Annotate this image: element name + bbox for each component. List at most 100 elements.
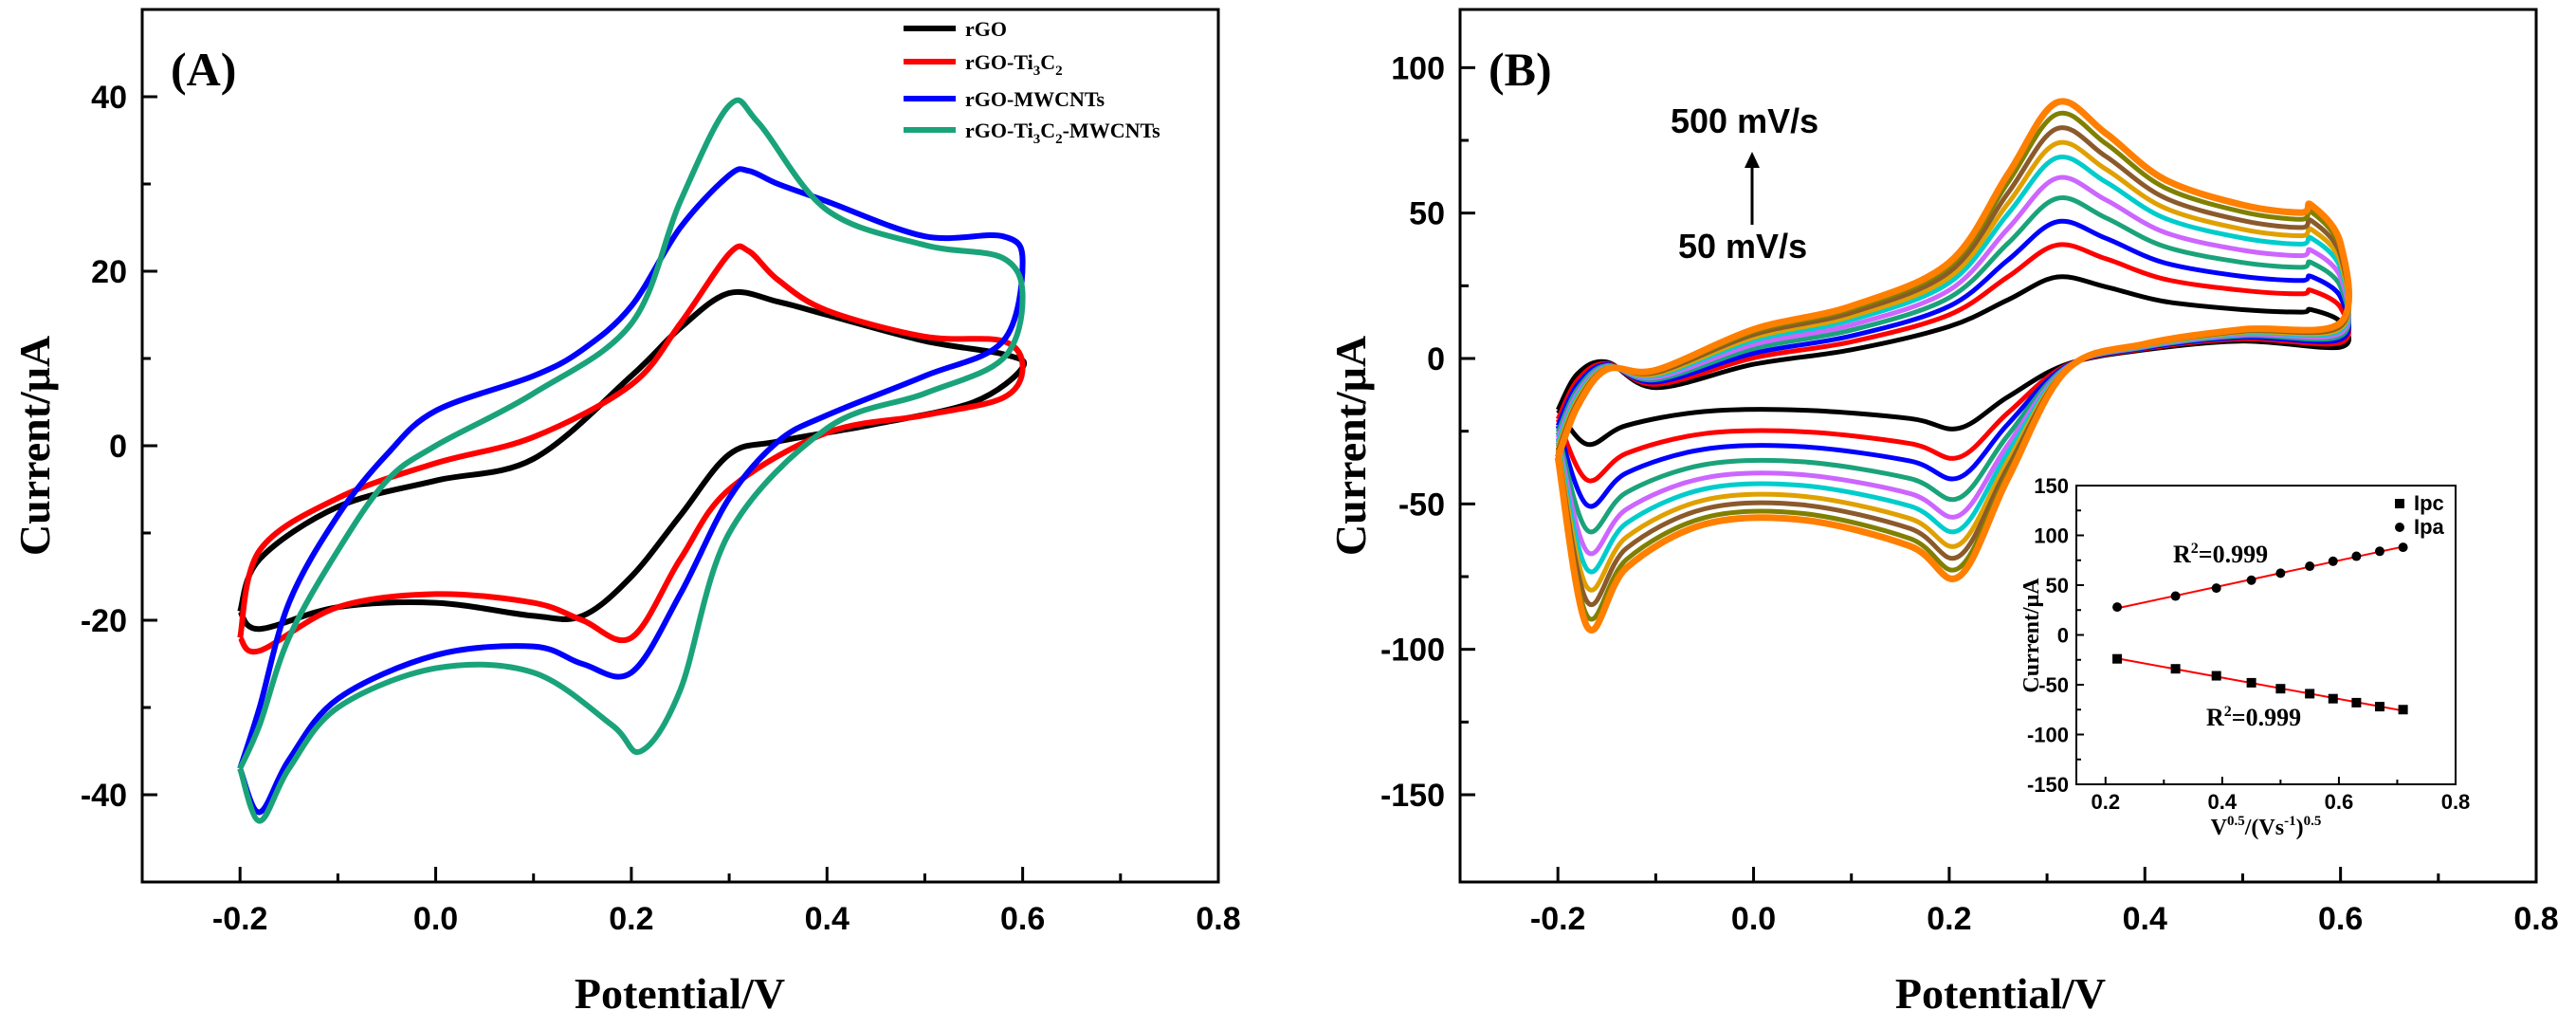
cv-curve-rgo-ti3c2-mwcnts — [237, 97, 1026, 824]
y-tick-label: -50 — [2038, 673, 2069, 697]
inset-point-ipc — [2305, 689, 2315, 699]
x-tick-label: 0.8 — [2513, 901, 2558, 937]
y-tick-label: 40 — [91, 80, 127, 116]
inset-point-ipc — [2170, 664, 2181, 674]
inset-frame — [2075, 485, 2457, 785]
x-tick-label: 0.2 — [609, 901, 653, 937]
inset-point-ipa — [2305, 561, 2315, 572]
y-tick-label: 50 — [2046, 574, 2069, 597]
x-tick-label: 0.8 — [1196, 901, 1240, 937]
x-tick-label: 0.0 — [1731, 901, 1776, 937]
legend-label-rgo-mwcnts: rGO-MWCNTs — [965, 87, 1105, 111]
x-tick-label: 0.2 — [1927, 901, 1971, 937]
x-tick-label: 0.6 — [2325, 790, 2354, 814]
y-tick-label: -50 — [1398, 487, 1445, 523]
cv-curve-200-mv-s — [1555, 195, 2351, 535]
legend-label-rgo: rGO — [965, 17, 1007, 41]
inset-point-ipc — [2112, 653, 2123, 664]
cv-curve-rgo-mwcnts — [237, 166, 1026, 816]
panel-a-legend: rGO rGO-Ti3C2 rGO-MWCNTs rGO-Ti3C2-MWCNT… — [904, 17, 1160, 147]
y-tick-label: 50 — [1409, 196, 1445, 232]
cv-curve-rgo — [237, 288, 1027, 633]
y-tick-label: 150 — [2034, 474, 2069, 498]
y-tick-label: 0 — [1427, 341, 1445, 377]
y-tick-label: 0 — [2057, 624, 2069, 648]
y-tick-label: 0 — [109, 429, 127, 465]
cv-curve-300-mv-s — [1555, 154, 2351, 575]
legend-label-rgo-ti3c2-mwcnts: rGO-Ti3C2-MWCNTs — [965, 119, 1160, 147]
inset-point-ipa — [2112, 602, 2123, 613]
inset-point-ipc — [2351, 697, 2362, 707]
inset-r2-ipc: R2=0.999 — [2206, 704, 2301, 731]
y-tick-label: -150 — [2027, 773, 2069, 797]
x-tick-label: 0.2 — [2091, 790, 2120, 814]
panel-b-y-ticks: -150 -100 -50 0 50 100 — [1380, 50, 1475, 814]
x-tick-label: 0.6 — [2318, 901, 2363, 937]
annotation-500-mv-s: 500 mV/s — [1671, 101, 1818, 140]
cv-curve-50-mv-s — [1555, 274, 2352, 448]
inset-point-ipa — [2351, 551, 2362, 561]
inset-x-ticks: 0.2 0.4 0.6 0.8 — [2091, 777, 2470, 814]
inset-point-ipa — [2246, 575, 2256, 585]
inset-x-axis-label: V0.5/(Vs-1)0.5 — [2211, 814, 2322, 840]
inset-point-ipc — [2246, 677, 2256, 688]
cv-curve-500-mv-s — [1554, 98, 2353, 634]
y-tick-label: -40 — [81, 778, 127, 814]
x-tick-label: 0.4 — [2123, 901, 2167, 937]
x-tick-label: -0.2 — [212, 901, 268, 937]
cv-curve-100-mv-s — [1555, 242, 2352, 484]
panel-a-label: (A) — [171, 43, 236, 96]
panel-a-curves — [237, 97, 1027, 824]
inset-point-ipc — [2211, 671, 2221, 681]
x-tick-label: 0.4 — [2208, 790, 2238, 814]
inset-point-ipa — [2211, 583, 2221, 594]
cv-curve-rgo-ti3c2 — [237, 243, 1026, 655]
inset-legend-ipa-label: Ipa — [2414, 515, 2445, 539]
panel-a-y-axis-label: Current/μA — [10, 336, 59, 556]
inset-legend-ipa-marker — [2395, 523, 2404, 532]
y-tick-label: 20 — [91, 254, 127, 290]
x-tick-label: -0.2 — [1530, 901, 1586, 937]
scan-rate-arrow-head — [1745, 152, 1760, 168]
panel-b-y-axis-label: Current/μA — [1326, 336, 1375, 556]
y-tick-label: -150 — [1380, 778, 1445, 814]
panel-a: -0.2 0.0 0.2 0.4 0.6 0.8 -40 -20 0 20 40 (A) Pote… — [10, 8, 1241, 1018]
panel-a-y-ticks: -40 -20 0 20 40 — [81, 80, 157, 814]
panel-b-curves — [1554, 98, 2353, 634]
panel-a-x-ticks: -0.2 0.0 0.2 0.4 0.6 0.8 — [212, 867, 1241, 937]
cv-curve-250-mv-s — [1555, 175, 2351, 557]
inset-point-ipc — [2375, 702, 2384, 712]
x-tick-label: 0.8 — [2441, 790, 2471, 814]
panel-b: -0.2 0.0 0.2 0.4 0.6 0.8 -150 -100 -50 0 50 100 (B… — [1326, 8, 2559, 1018]
inset-legend-ipc-label: Ipc — [2414, 491, 2444, 515]
inset-marks — [2112, 542, 2408, 715]
inset-point-ipc — [2275, 684, 2286, 694]
x-tick-label: 0.0 — [413, 901, 458, 937]
y-tick-label: 100 — [1391, 50, 1445, 86]
inset-point-ipa — [2275, 568, 2286, 579]
panel-b-label: (B) — [1489, 43, 1552, 96]
inset-y-axis-label: Current/μA — [2019, 578, 2044, 693]
inset-point-ipa — [2375, 546, 2384, 557]
panel-b-frame — [1458, 8, 2538, 884]
y-tick-label: -100 — [2027, 724, 2069, 747]
y-tick-label: -20 — [81, 603, 127, 639]
x-tick-label: 0.6 — [1000, 901, 1045, 937]
inset-point-ipa — [2328, 556, 2338, 566]
panel-b-x-axis-label: Potential/V — [1895, 969, 2106, 1018]
inset-point-ipc — [2328, 693, 2338, 704]
panel-a-x-axis-label: Potential/V — [575, 969, 785, 1018]
inset-r2-ipa: R2=0.999 — [2173, 541, 2268, 568]
cv-curve-150-mv-s — [1555, 218, 2352, 509]
inset-plot: 0.2 0.4 0.6 0.8 -150 -100 -50 0 50 100 150 Curren… — [2019, 474, 2470, 840]
cv-curve-350-mv-s — [1555, 139, 2352, 593]
y-tick-label: -100 — [1380, 633, 1445, 669]
inset-y-ticks: -150 -100 -50 0 50 100 150 — [2027, 474, 2084, 797]
inset-point-ipa — [2398, 542, 2408, 553]
x-tick-label: 0.4 — [805, 901, 850, 937]
y-tick-label: 100 — [2034, 524, 2069, 548]
panel-b-x-ticks: -0.2 0.0 0.2 0.4 0.6 0.8 — [1530, 867, 2559, 937]
inset-point-ipa — [2170, 591, 2181, 601]
inset-legend-ipc-marker — [2395, 499, 2404, 508]
